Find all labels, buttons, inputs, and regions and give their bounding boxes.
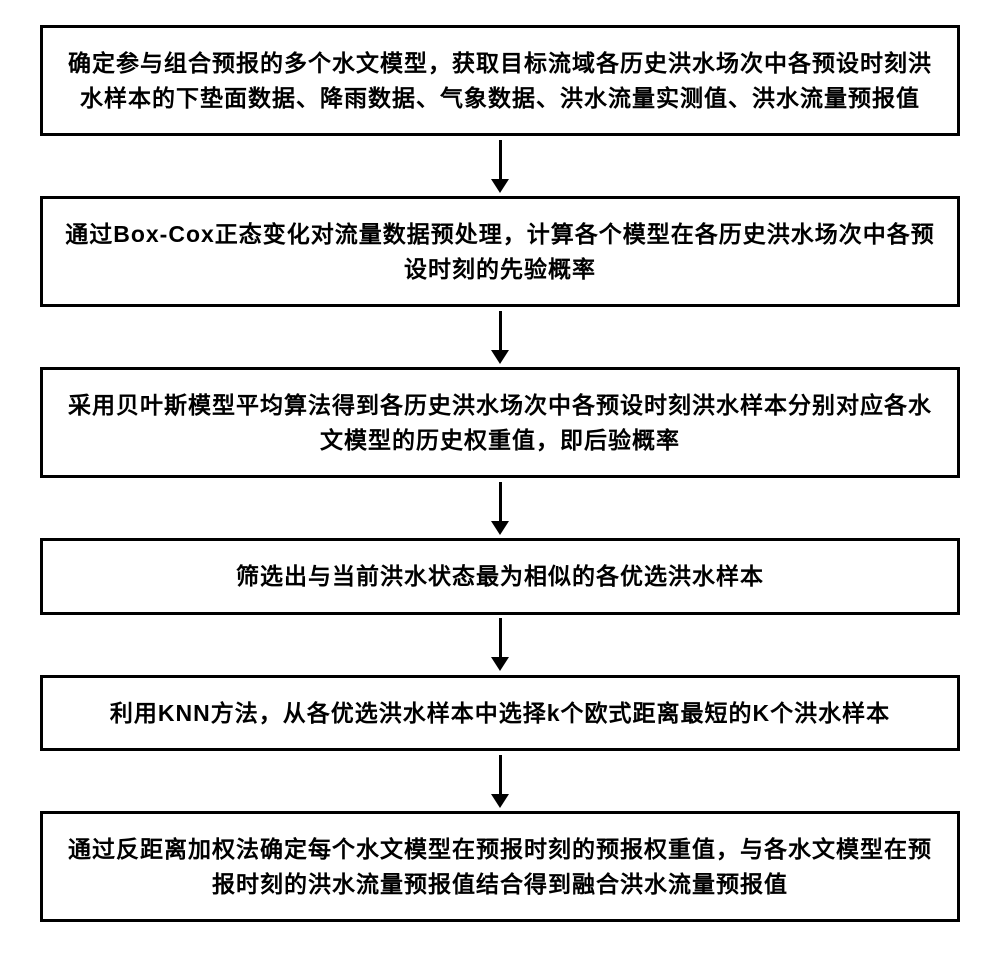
- step-text-2: 通过Box-Cox正态变化对流量数据预处理，计算各个模型在各历史洪水场次中各预设…: [63, 217, 937, 286]
- step-text-1: 确定参与组合预报的多个水文模型，获取目标流域各历史洪水场次中各预设时刻洪水样本的…: [63, 46, 937, 115]
- arrow-head: [491, 794, 509, 808]
- arrow-head: [491, 179, 509, 193]
- arrow-line: [499, 618, 502, 658]
- step-text-4: 筛选出与当前洪水状态最为相似的各优选洪水样本: [236, 559, 764, 594]
- step-box-4: 筛选出与当前洪水状态最为相似的各优选洪水样本: [40, 538, 960, 615]
- arrow-4: [491, 615, 509, 675]
- arrow-5: [491, 751, 509, 811]
- arrow-3: [491, 478, 509, 538]
- step-text-3: 采用贝叶斯模型平均算法得到各历史洪水场次中各预设时刻洪水样本分别对应各水文模型的…: [63, 388, 937, 457]
- flowchart-container: 确定参与组合预报的多个水文模型，获取目标流域各历史洪水场次中各预设时刻洪水样本的…: [40, 25, 960, 922]
- arrow-line: [499, 482, 502, 522]
- step-text-5: 利用KNN方法，从各优选洪水样本中选择k个欧式距离最短的K个洪水样本: [110, 696, 890, 731]
- arrow-head: [491, 521, 509, 535]
- arrow-head: [491, 657, 509, 671]
- arrow-1: [491, 136, 509, 196]
- arrow-line: [499, 140, 502, 180]
- step-text-6: 通过反距离加权法确定每个水文模型在预报时刻的预报权重值，与各水文模型在预报时刻的…: [63, 832, 937, 901]
- arrow-head: [491, 350, 509, 364]
- step-box-1: 确定参与组合预报的多个水文模型，获取目标流域各历史洪水场次中各预设时刻洪水样本的…: [40, 25, 960, 136]
- step-box-2: 通过Box-Cox正态变化对流量数据预处理，计算各个模型在各历史洪水场次中各预设…: [40, 196, 960, 307]
- arrow-line: [499, 311, 502, 351]
- step-box-3: 采用贝叶斯模型平均算法得到各历史洪水场次中各预设时刻洪水样本分别对应各水文模型的…: [40, 367, 960, 478]
- arrow-line: [499, 755, 502, 795]
- step-box-5: 利用KNN方法，从各优选洪水样本中选择k个欧式距离最短的K个洪水样本: [40, 675, 960, 752]
- arrow-2: [491, 307, 509, 367]
- step-box-6: 通过反距离加权法确定每个水文模型在预报时刻的预报权重值，与各水文模型在预报时刻的…: [40, 811, 960, 922]
